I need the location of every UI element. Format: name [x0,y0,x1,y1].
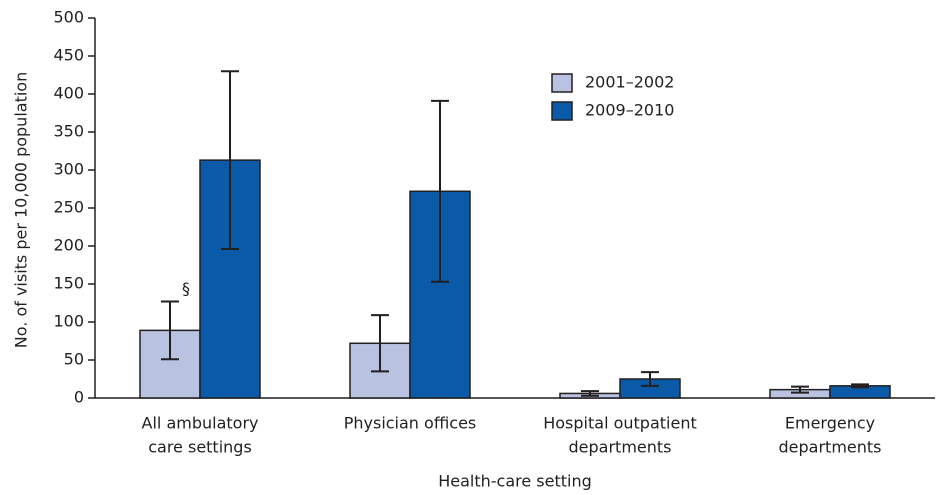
x-tick-label: care settings [148,438,252,457]
x-tick-label: departments [779,438,882,457]
x-tick-label: Emergency [785,414,875,433]
y-tick-label: 250 [53,198,84,217]
y-tick-label: 100 [53,312,84,331]
error-bar [161,300,179,361]
y-tick-label: 500 [53,8,84,27]
y-tick-label: 200 [53,236,84,255]
y-tick-label: 350 [53,122,84,141]
error-bar [221,70,239,251]
legend-label: 2001–2002 [585,73,674,92]
x-tick-label: departments [569,438,672,457]
x-tick-label: All ambulatory [142,414,259,433]
y-axis-label: No. of visits per 10,000 population [12,72,31,348]
y-tick-label: 300 [53,160,84,179]
legend-swatch [551,73,573,93]
y-tick-label: 400 [53,84,84,103]
x-tick-label: Physician offices [344,414,477,433]
x-tick-label: Hospital outpatient [543,414,697,433]
legend-label: 2009–2010 [585,101,674,120]
y-tick-label: 50 [64,350,84,369]
error-bar [851,383,869,389]
legend-swatch [551,101,573,121]
error-bar [581,390,599,397]
x-axis-label: Health-care setting [438,472,592,491]
error-bar [371,314,389,373]
annotation: § [182,279,190,298]
y-tick-label: 150 [53,274,84,293]
error-bar [791,385,809,394]
y-tick-label: 450 [53,46,84,65]
error-bar [641,371,659,387]
error-bar [431,99,449,283]
y-tick-label: 0 [74,388,84,407]
